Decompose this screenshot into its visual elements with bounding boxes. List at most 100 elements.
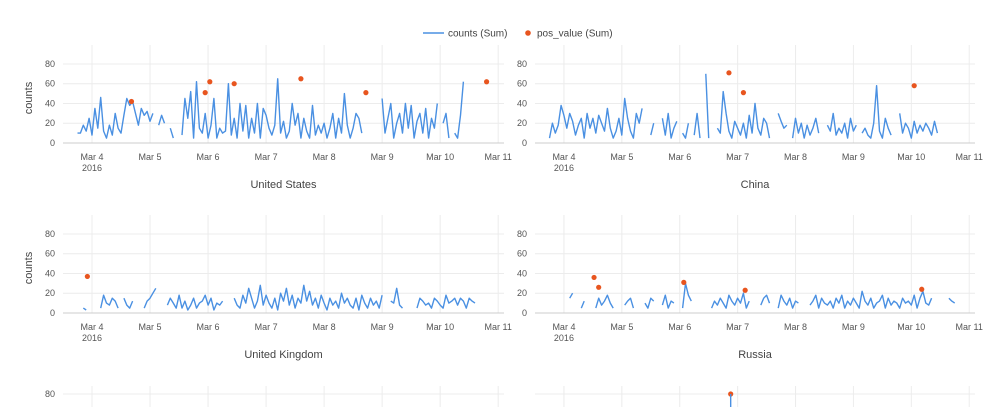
- x-tick-label: Mar 7: [255, 322, 278, 332]
- pos-value-point[interactable]: [128, 98, 135, 105]
- x-tick-label: Mar 5: [610, 322, 633, 332]
- legend-point-swatch[interactable]: [525, 30, 531, 36]
- x-tick-label: Mar 5: [610, 152, 633, 162]
- counts-series-line[interactable]: [661, 112, 678, 139]
- x-tick-label: Mar 11: [956, 152, 983, 162]
- counts-series-line[interactable]: [77, 96, 154, 139]
- pos-value-point[interactable]: [207, 79, 213, 85]
- x-tick-label: Mar 10: [897, 322, 925, 332]
- y-tick-label: 0: [50, 138, 55, 148]
- x-tick-label: Mar 4: [552, 152, 575, 162]
- pos-value-point[interactable]: [919, 286, 925, 292]
- counts-series-line[interactable]: [661, 294, 675, 309]
- pos-value-point[interactable]: [740, 90, 747, 96]
- pos-value-point[interactable]: [363, 90, 369, 96]
- counts-series-line[interactable]: [166, 294, 224, 311]
- pos-value-point[interactable]: [231, 81, 237, 87]
- pos-value-point[interactable]: [202, 90, 208, 96]
- x-tick-label: Mar 11: [485, 322, 512, 332]
- facet-title: Russia: [738, 349, 773, 361]
- counts-series-line[interactable]: [716, 90, 771, 139]
- facet-title: United States: [250, 179, 317, 191]
- counts-series-line[interactable]: [123, 297, 134, 309]
- x-tick-year-label: 2016: [554, 163, 574, 173]
- y-tick-label: 40: [45, 98, 55, 108]
- counts-series-line[interactable]: [644, 297, 655, 309]
- counts-series-line[interactable]: [760, 294, 771, 306]
- y-tick-label: 60: [45, 79, 55, 89]
- pos-value-point[interactable]: [911, 83, 917, 89]
- counts-series-line[interactable]: [705, 73, 710, 139]
- counts-series-line[interactable]: [569, 292, 574, 299]
- pos-value-point[interactable]: [298, 76, 304, 82]
- x-tick-label: Mar 8: [313, 152, 336, 162]
- counts-series-line[interactable]: [390, 287, 404, 309]
- counts-series-line[interactable]: [948, 297, 956, 304]
- y-tick-label: 40: [517, 98, 527, 108]
- counts-series-line[interactable]: [454, 81, 465, 139]
- counts-series-line[interactable]: [791, 117, 820, 139]
- y-tick-label: 20: [517, 288, 527, 298]
- x-tick-label: Mar 7: [255, 152, 278, 162]
- x-tick-label: Mar 5: [139, 152, 162, 162]
- counts-series-line[interactable]: [777, 113, 788, 129]
- y-tick-label: 60: [517, 249, 527, 259]
- counts-series-line[interactable]: [595, 294, 614, 309]
- x-tick-label: Mar 4: [81, 152, 104, 162]
- facet-title: United Kingdom: [244, 349, 322, 361]
- legend-counts-label[interactable]: counts (Sum): [448, 29, 507, 40]
- pos-value-point[interactable]: [84, 273, 90, 280]
- counts-series-line[interactable]: [809, 290, 933, 309]
- pos-value-point[interactable]: [742, 287, 748, 293]
- y-tick-label: 40: [45, 268, 55, 278]
- pos-value-point[interactable]: [681, 279, 687, 285]
- y-tick-label: 60: [45, 249, 55, 259]
- pos-value-point[interactable]: [591, 274, 597, 281]
- x-tick-label: Mar 6: [197, 322, 220, 332]
- y-tick-label: 0: [50, 308, 55, 318]
- counts-series-line[interactable]: [416, 294, 476, 309]
- counts-series-line[interactable]: [82, 307, 87, 311]
- y-tick-label: 20: [45, 118, 55, 128]
- counts-series-line[interactable]: [580, 300, 585, 309]
- x-tick-label: Mar 6: [668, 152, 691, 162]
- pos-value-point[interactable]: [726, 70, 732, 76]
- counts-series-line[interactable]: [624, 297, 635, 309]
- counts-series-line[interactable]: [693, 112, 701, 139]
- x-tick-label: Mar 9: [842, 152, 865, 162]
- counts-series-line[interactable]: [143, 287, 157, 309]
- counts-series-line[interactable]: [861, 85, 892, 139]
- x-tick-label: Mar 9: [371, 322, 394, 332]
- facet-row-3-partial: 80: [45, 386, 975, 407]
- pos-value-point[interactable]: [596, 284, 602, 290]
- counts-series-line[interactable]: [826, 112, 857, 139]
- counts-series-line[interactable]: [548, 97, 643, 139]
- legend-pos-value-label[interactable]: pos_value (Sum): [537, 29, 613, 40]
- x-tick-label: Mar 7: [726, 322, 749, 332]
- x-tick-label: Mar 11: [485, 152, 512, 162]
- counts-series-line[interactable]: [181, 78, 363, 139]
- counts-series-line[interactable]: [681, 282, 692, 309]
- counts-series-line[interactable]: [777, 294, 799, 309]
- counts-series-line[interactable]: [710, 292, 750, 309]
- pos-value-point[interactable]: [483, 79, 490, 85]
- x-tick-label: Mar 4: [81, 322, 104, 332]
- counts-series-line[interactable]: [169, 127, 174, 139]
- x-tick-year-label: 2016: [82, 163, 102, 173]
- y-tick-label: 60: [517, 79, 527, 89]
- counts-series-line[interactable]: [381, 98, 438, 139]
- x-tick-label: Mar 6: [197, 152, 220, 162]
- counts-series-line[interactable]: [681, 123, 690, 139]
- counts-series-line[interactable]: [158, 114, 166, 126]
- counts-series-line[interactable]: [899, 113, 939, 139]
- counts-series-line[interactable]: [233, 284, 383, 311]
- x-tick-label: Mar 7: [726, 152, 749, 162]
- y-axis-title: counts: [23, 251, 35, 284]
- counts-series-line[interactable]: [650, 123, 655, 136]
- counts-series-line[interactable]: [442, 112, 450, 139]
- y-tick-label: 20: [517, 118, 527, 128]
- counts-series-line[interactable]: [100, 294, 119, 309]
